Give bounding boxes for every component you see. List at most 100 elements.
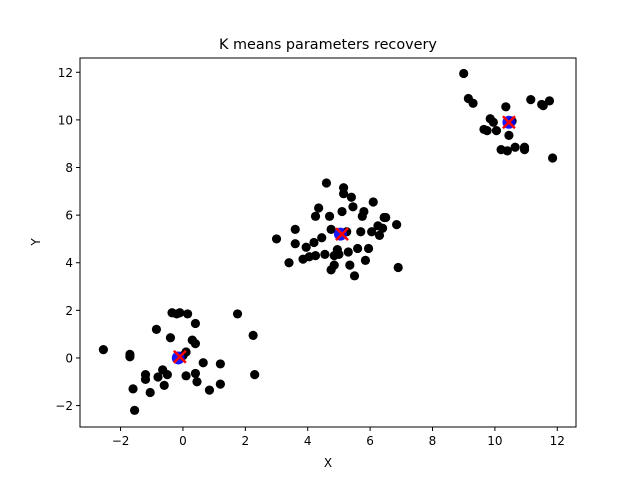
data-point — [381, 212, 391, 223]
data-point — [128, 384, 138, 394]
data-point — [348, 202, 358, 212]
true-center-stroke — [502, 115, 516, 130]
plot-frame — [79, 57, 577, 428]
data-point — [190, 368, 201, 379]
x-axis-label: X — [324, 456, 332, 470]
data-point — [346, 192, 356, 202]
y-tick-label: 6 — [65, 209, 73, 223]
true-center-stroke — [172, 349, 187, 364]
x-tick-label: 12 — [550, 434, 565, 448]
y-tick-label: 4 — [65, 256, 73, 270]
data-point — [326, 224, 336, 235]
x-tick-label: 4 — [304, 434, 312, 448]
data-point — [329, 260, 339, 270]
data-point — [153, 372, 163, 382]
data-point — [250, 370, 260, 380]
data-point — [145, 387, 155, 398]
data-point — [468, 98, 478, 108]
data-point — [310, 211, 321, 221]
data-point — [488, 117, 498, 127]
y-tick-label: 8 — [65, 161, 73, 175]
data-point — [125, 352, 135, 362]
data-points-group — [98, 68, 558, 415]
chart-title: K means parameters recovery — [219, 37, 437, 53]
x-tick-label: 6 — [366, 434, 374, 448]
data-point — [248, 330, 258, 340]
data-point — [159, 380, 169, 390]
data-point — [363, 243, 374, 254]
data-point — [544, 96, 555, 106]
data-point — [377, 223, 388, 233]
data-point — [309, 237, 319, 248]
data-point — [324, 211, 335, 221]
data-point — [181, 371, 191, 381]
data-point — [519, 145, 530, 155]
data-point — [165, 333, 176, 343]
data-point — [504, 130, 514, 140]
data-point — [343, 247, 353, 257]
y-axis-label: Y — [29, 238, 43, 247]
data-point — [140, 374, 151, 384]
x-tick-label: 0 — [179, 434, 187, 448]
data-point — [175, 308, 185, 318]
data-point — [192, 377, 202, 387]
data-point — [162, 370, 172, 380]
centers-group — [171, 115, 516, 365]
data-point — [198, 358, 208, 368]
y-tick-label: 0 — [65, 351, 73, 365]
plot-area — [80, 58, 576, 427]
data-point — [368, 197, 378, 207]
data-point — [345, 260, 355, 270]
data-point — [491, 126, 502, 136]
data-point — [129, 405, 140, 415]
y-tick-label: 2 — [65, 304, 73, 318]
data-point — [538, 101, 548, 111]
true-center-marker — [502, 115, 516, 130]
x-axis-ticks: −2 0 2 4 6 8 10 12 — [112, 427, 565, 448]
y-tick-label: −2 — [55, 399, 73, 413]
data-point — [337, 206, 347, 217]
data-point — [338, 189, 349, 199]
data-point — [482, 126, 492, 136]
data-point — [374, 230, 385, 240]
data-point — [215, 379, 225, 389]
data-point — [349, 271, 360, 281]
x-tick-label: −2 — [112, 434, 130, 448]
data-point — [359, 206, 369, 217]
data-point — [98, 345, 108, 355]
data-point — [353, 243, 363, 254]
data-point — [271, 234, 282, 244]
data-point — [317, 233, 327, 243]
data-point — [190, 339, 201, 349]
data-point — [334, 249, 344, 260]
data-point — [183, 309, 193, 319]
data-point — [204, 385, 215, 395]
data-point — [501, 102, 511, 112]
x-tick-label: 8 — [429, 434, 437, 448]
data-point — [548, 153, 558, 163]
true-center-marker — [172, 349, 187, 364]
data-point — [367, 227, 377, 237]
data-point — [510, 142, 520, 152]
true-center-marker — [335, 227, 349, 242]
plot-background — [80, 58, 576, 427]
data-point — [360, 255, 371, 265]
x-tick-label: 10 — [487, 434, 502, 448]
data-point — [151, 324, 162, 334]
data-point — [232, 309, 243, 319]
data-point — [393, 262, 403, 273]
data-point — [215, 359, 225, 369]
data-point — [502, 146, 512, 156]
y-tick-label: 12 — [58, 66, 73, 80]
data-point — [301, 242, 311, 252]
data-point — [310, 250, 321, 261]
data-point — [314, 203, 324, 213]
data-point — [392, 220, 402, 230]
data-point — [284, 258, 294, 268]
data-point — [321, 178, 332, 188]
x-tick-label: 2 — [242, 434, 250, 448]
data-point — [290, 224, 300, 235]
data-point — [190, 318, 201, 329]
data-point — [459, 68, 469, 79]
